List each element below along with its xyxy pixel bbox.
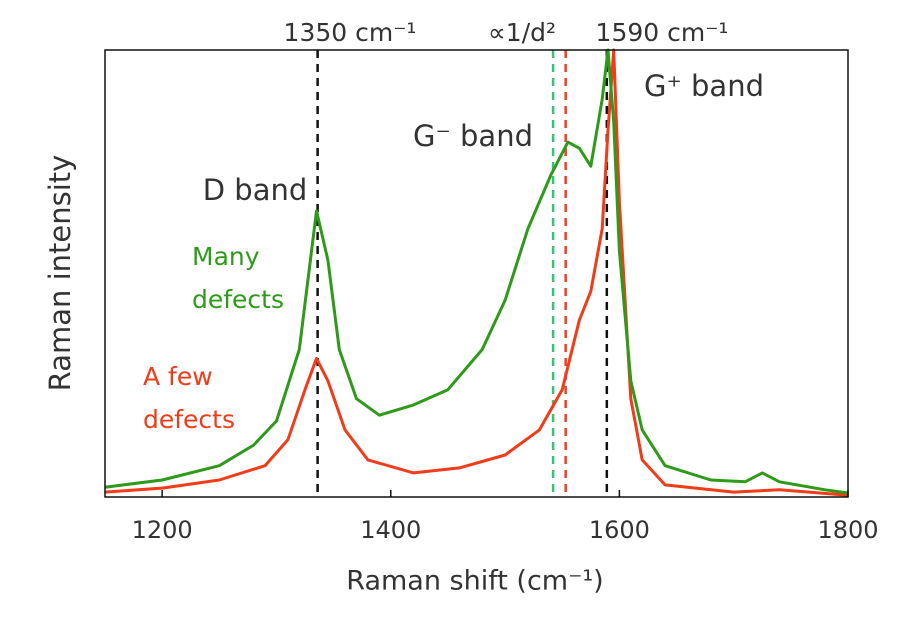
- x-tick-label: 1600: [589, 516, 650, 544]
- annotation: G⁻ band: [413, 119, 533, 153]
- annotation: 1350 cm⁻¹: [284, 18, 417, 47]
- plot-frame: [104, 49, 849, 498]
- annotation: D band: [203, 173, 308, 207]
- series-label: Many defects: [192, 242, 285, 314]
- series-line: [104, 48, 849, 497]
- series-label: A few defects: [143, 362, 236, 434]
- annotation: ∝1/d²: [488, 18, 556, 47]
- x-axis-title: Raman shift (cm⁻¹): [346, 566, 603, 597]
- y-axis-title: Raman intensity: [43, 155, 77, 392]
- x-tick-label: 1800: [817, 516, 878, 544]
- series-line: [104, 48, 849, 495]
- annotation: G⁺ band: [644, 69, 764, 103]
- x-tick-label: 1400: [360, 516, 421, 544]
- annotation: 1590 cm⁻¹: [596, 18, 729, 47]
- x-tick-label: 1200: [132, 516, 193, 544]
